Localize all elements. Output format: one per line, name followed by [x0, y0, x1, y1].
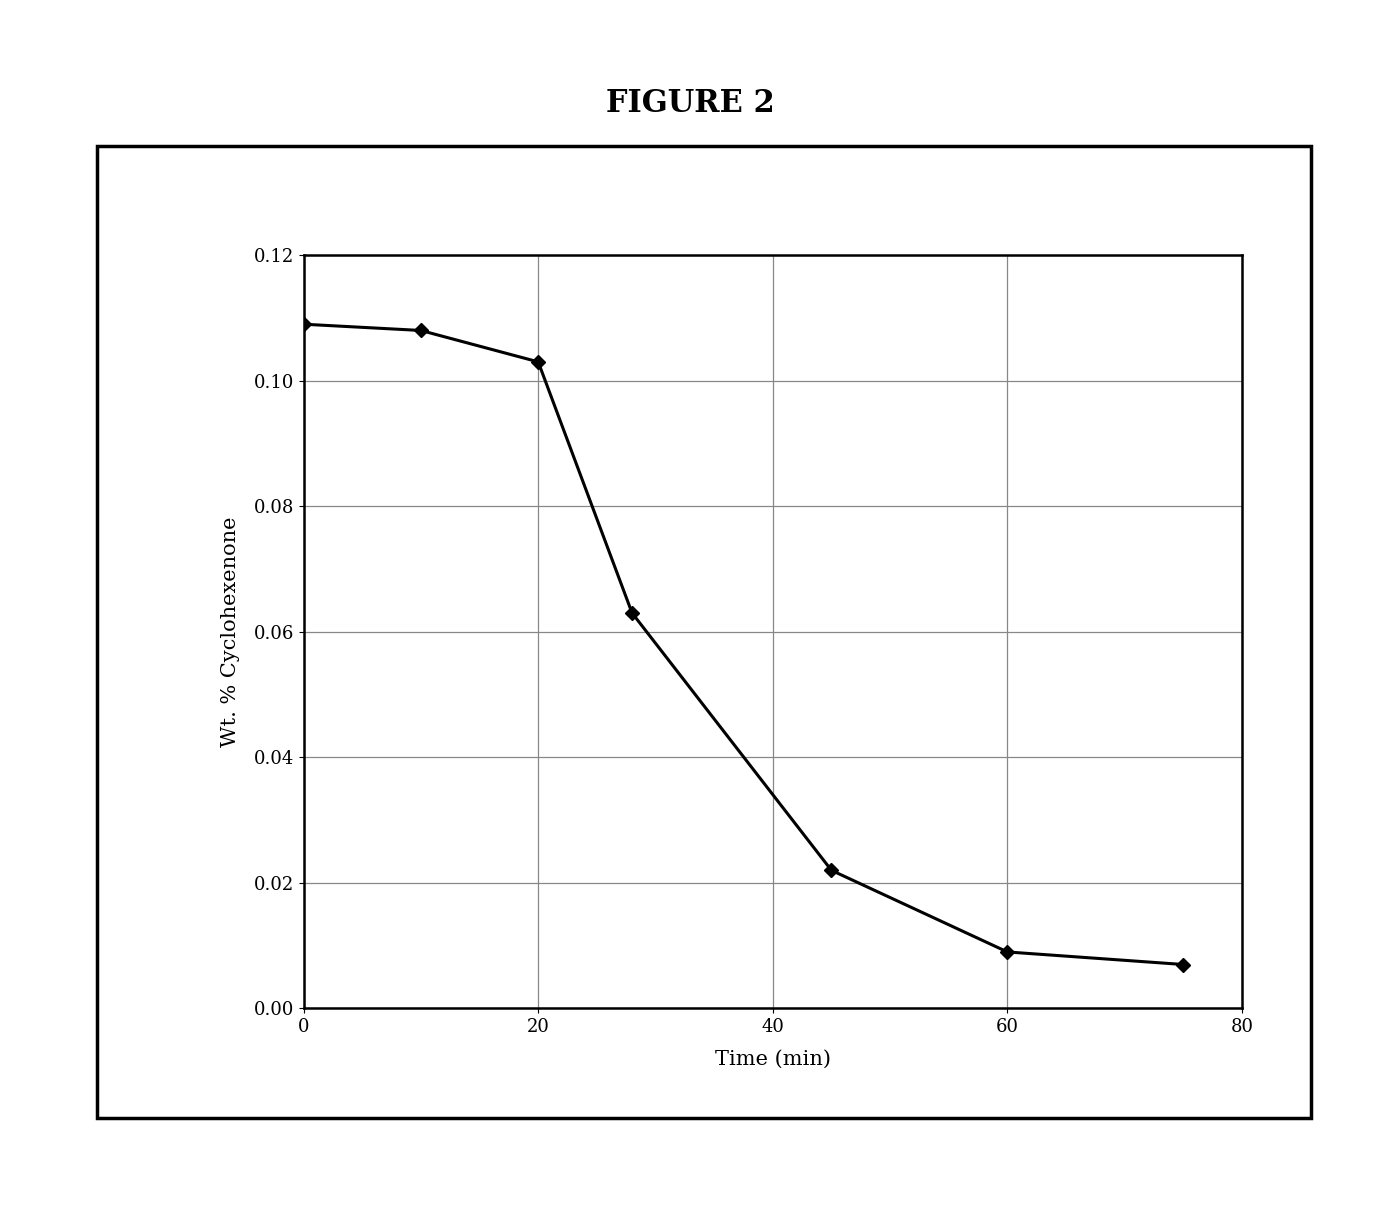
Y-axis label: Wt. % Cyclohexenone: Wt. % Cyclohexenone — [221, 516, 240, 747]
X-axis label: Time (min): Time (min) — [715, 1050, 831, 1069]
Text: FIGURE 2: FIGURE 2 — [606, 87, 774, 119]
